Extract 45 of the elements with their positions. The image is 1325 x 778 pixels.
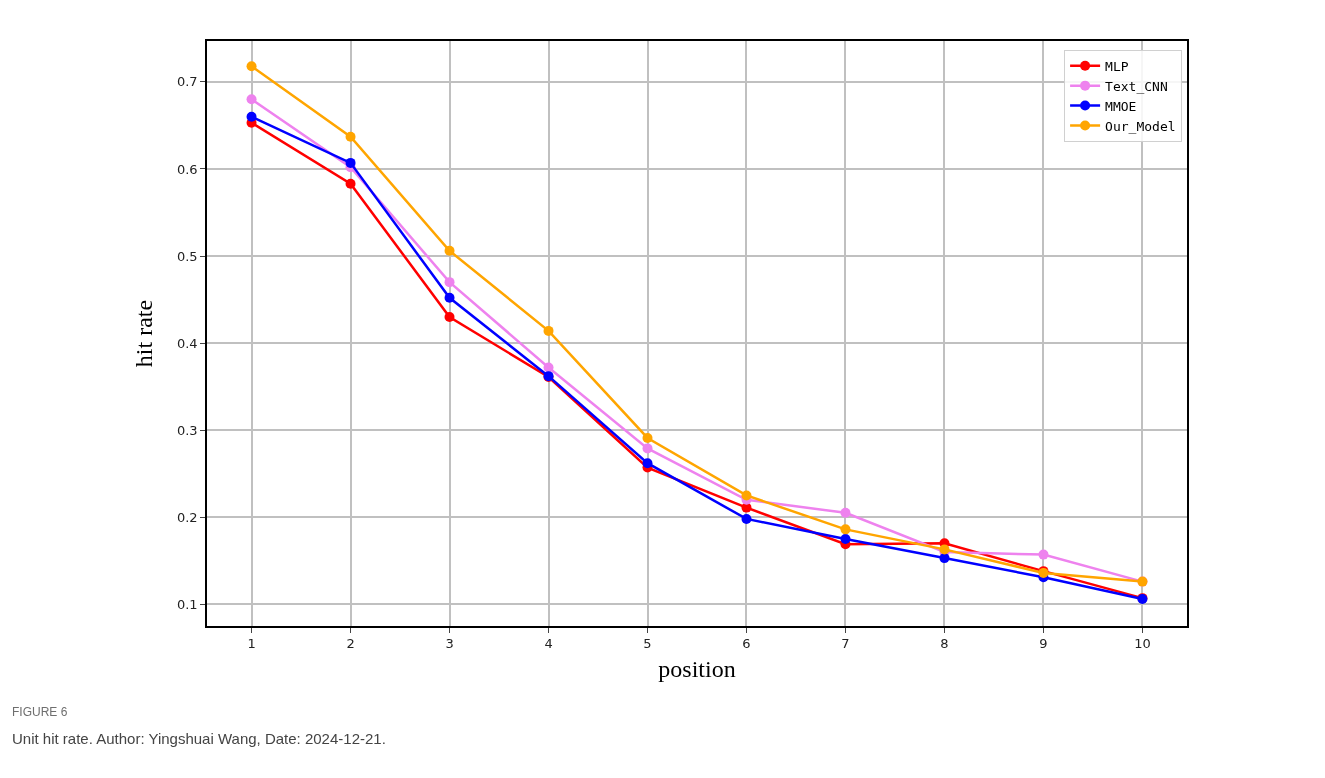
x-tick-label: 5 bbox=[643, 636, 652, 652]
point bbox=[1038, 549, 1049, 560]
point bbox=[543, 325, 554, 336]
x-tick-label: 1 bbox=[247, 636, 256, 652]
y-tick-label: 0.4 bbox=[176, 335, 198, 351]
text: Unit hit rate. Author: Yingshuai Wang, Date: 2024-12-21. bbox=[12, 730, 386, 747]
x-tick-label: 8 bbox=[940, 636, 949, 652]
point bbox=[345, 157, 356, 168]
point bbox=[741, 513, 752, 524]
x-tick-label: 4 bbox=[544, 636, 553, 652]
y-tick-label: 0.5 bbox=[176, 248, 198, 264]
point bbox=[345, 131, 356, 142]
point bbox=[840, 507, 851, 518]
y-tick-label: 0.3 bbox=[176, 422, 198, 438]
point bbox=[642, 443, 653, 454]
legend-label: Text_CNN bbox=[1105, 78, 1168, 94]
point bbox=[246, 61, 257, 72]
legend-label: Our_Model bbox=[1105, 118, 1176, 134]
y-tick-label: 0.6 bbox=[176, 161, 198, 177]
point bbox=[444, 311, 455, 322]
point bbox=[642, 458, 653, 469]
point bbox=[840, 533, 851, 544]
x-tick-label: 6 bbox=[742, 636, 751, 652]
point bbox=[642, 432, 653, 443]
x-tick-label: 7 bbox=[841, 636, 850, 652]
legend-label: MLP bbox=[1105, 58, 1129, 74]
y-tick-label: 0.7 bbox=[176, 74, 198, 90]
y-tick-label: 0.1 bbox=[176, 596, 198, 612]
point bbox=[246, 94, 257, 105]
point bbox=[741, 490, 752, 501]
point bbox=[444, 245, 455, 256]
point bbox=[444, 292, 455, 303]
point bbox=[345, 178, 356, 189]
x-axis-title: position bbox=[658, 656, 736, 683]
y-axis-title: hit rate bbox=[130, 299, 157, 368]
point bbox=[246, 111, 257, 122]
x-tick-label: 2 bbox=[346, 636, 355, 652]
x-tick-label: 3 bbox=[445, 636, 454, 652]
legend-label: MMOE bbox=[1105, 98, 1137, 114]
point bbox=[840, 524, 851, 535]
x-tick-label: 9 bbox=[1039, 636, 1048, 652]
y-tick-label: 0.2 bbox=[176, 509, 198, 525]
caption: FIGURE 6 bbox=[12, 705, 68, 719]
point bbox=[444, 277, 455, 288]
x-tick-label: 10 bbox=[1134, 636, 1151, 652]
